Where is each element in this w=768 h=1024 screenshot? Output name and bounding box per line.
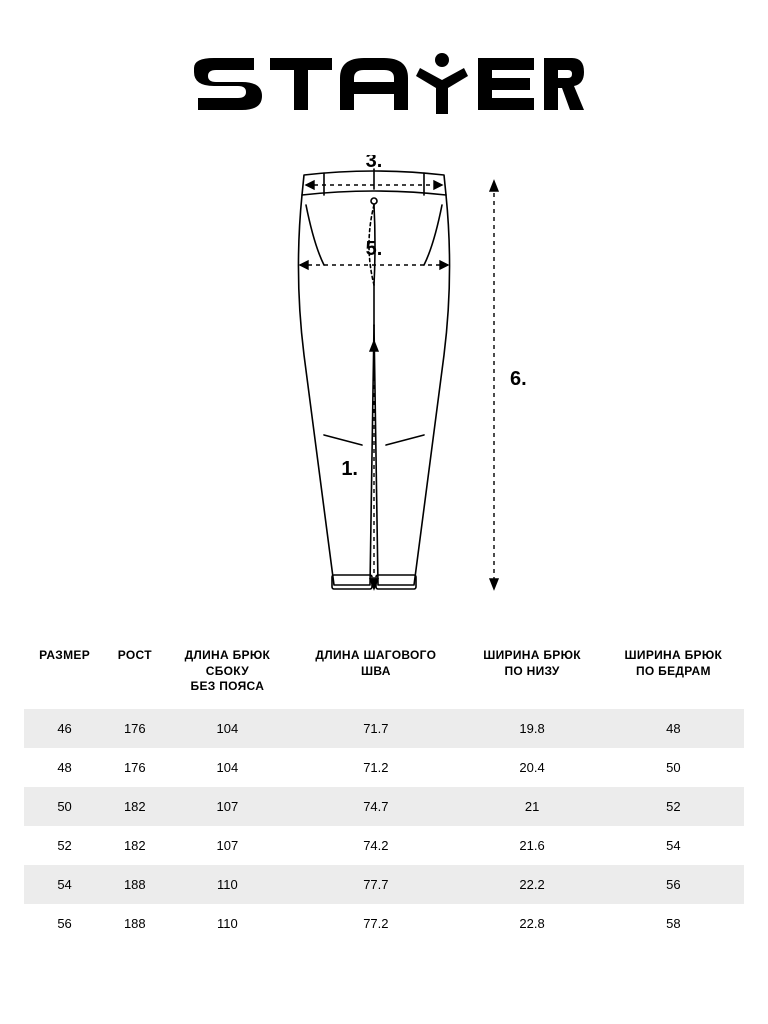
table-cell: 48 <box>24 748 105 787</box>
table-cell: 58 <box>603 904 744 943</box>
table-cell: 110 <box>164 904 290 943</box>
table-cell: 46 <box>24 709 105 748</box>
col-header-3: ДЛИНА ШАГОВОГОШВА <box>290 640 461 709</box>
table-cell: 21 <box>461 787 602 826</box>
table-cell: 21.6 <box>461 826 602 865</box>
size-table-body: 4617610471.719.8484817610471.220.4505018… <box>24 709 744 943</box>
table-cell: 52 <box>603 787 744 826</box>
table-cell: 107 <box>164 826 290 865</box>
table-cell: 54 <box>24 865 105 904</box>
table-cell: 176 <box>105 748 164 787</box>
table-cell: 52 <box>24 826 105 865</box>
table-cell: 50 <box>24 787 105 826</box>
table-cell: 50 <box>603 748 744 787</box>
table-row: 5218210774.221.654 <box>24 826 744 865</box>
table-row: 5418811077.722.256 <box>24 865 744 904</box>
table-cell: 104 <box>164 709 290 748</box>
size-table: РАЗМЕРРОСТДЛИНА БРЮКСБОКУБЕЗ ПОЯСАДЛИНА … <box>24 640 744 943</box>
table-row: 4817610471.220.450 <box>24 748 744 787</box>
col-header-2: ДЛИНА БРЮКСБОКУБЕЗ ПОЯСА <box>164 640 290 709</box>
table-cell: 104 <box>164 748 290 787</box>
table-cell: 107 <box>164 787 290 826</box>
diagram-label-inseam: 1. <box>341 458 358 480</box>
table-cell: 71.2 <box>290 748 461 787</box>
table-cell: 74.7 <box>290 787 461 826</box>
col-header-4: ШИРИНА БРЮКПО НИЗУ <box>461 640 602 709</box>
table-cell: 22.8 <box>461 904 602 943</box>
col-header-1: РОСТ <box>105 640 164 709</box>
table-cell: 77.2 <box>290 904 461 943</box>
diagram-label-outseam: 6. <box>510 368 527 390</box>
table-cell: 54 <box>603 826 744 865</box>
table-cell: 48 <box>603 709 744 748</box>
trousers-diagram: 3. 5. 1. 6. <box>0 155 768 620</box>
col-header-5: ШИРИНА БРЮКПО БЕДРАМ <box>603 640 744 709</box>
table-cell: 182 <box>105 787 164 826</box>
table-cell: 188 <box>105 865 164 904</box>
table-cell: 176 <box>105 709 164 748</box>
table-cell: 77.7 <box>290 865 461 904</box>
table-cell: 20.4 <box>461 748 602 787</box>
size-table-head: РАЗМЕРРОСТДЛИНА БРЮКСБОКУБЕЗ ПОЯСАДЛИНА … <box>24 640 744 709</box>
diagram-label-hip: 5. <box>366 238 383 260</box>
brand-logo <box>0 0 768 125</box>
col-header-0: РАЗМЕР <box>24 640 105 709</box>
table-cell: 188 <box>105 904 164 943</box>
table-row: 4617610471.719.848 <box>24 709 744 748</box>
table-cell: 22.2 <box>461 865 602 904</box>
diagram-label-waist: 3. <box>366 155 383 172</box>
table-cell: 56 <box>603 865 744 904</box>
table-cell: 110 <box>164 865 290 904</box>
table-cell: 74.2 <box>290 826 461 865</box>
table-cell: 182 <box>105 826 164 865</box>
table-row: 5018210774.72152 <box>24 787 744 826</box>
table-cell: 19.8 <box>461 709 602 748</box>
table-cell: 71.7 <box>290 709 461 748</box>
table-row: 5618811077.222.858 <box>24 904 744 943</box>
table-cell: 56 <box>24 904 105 943</box>
